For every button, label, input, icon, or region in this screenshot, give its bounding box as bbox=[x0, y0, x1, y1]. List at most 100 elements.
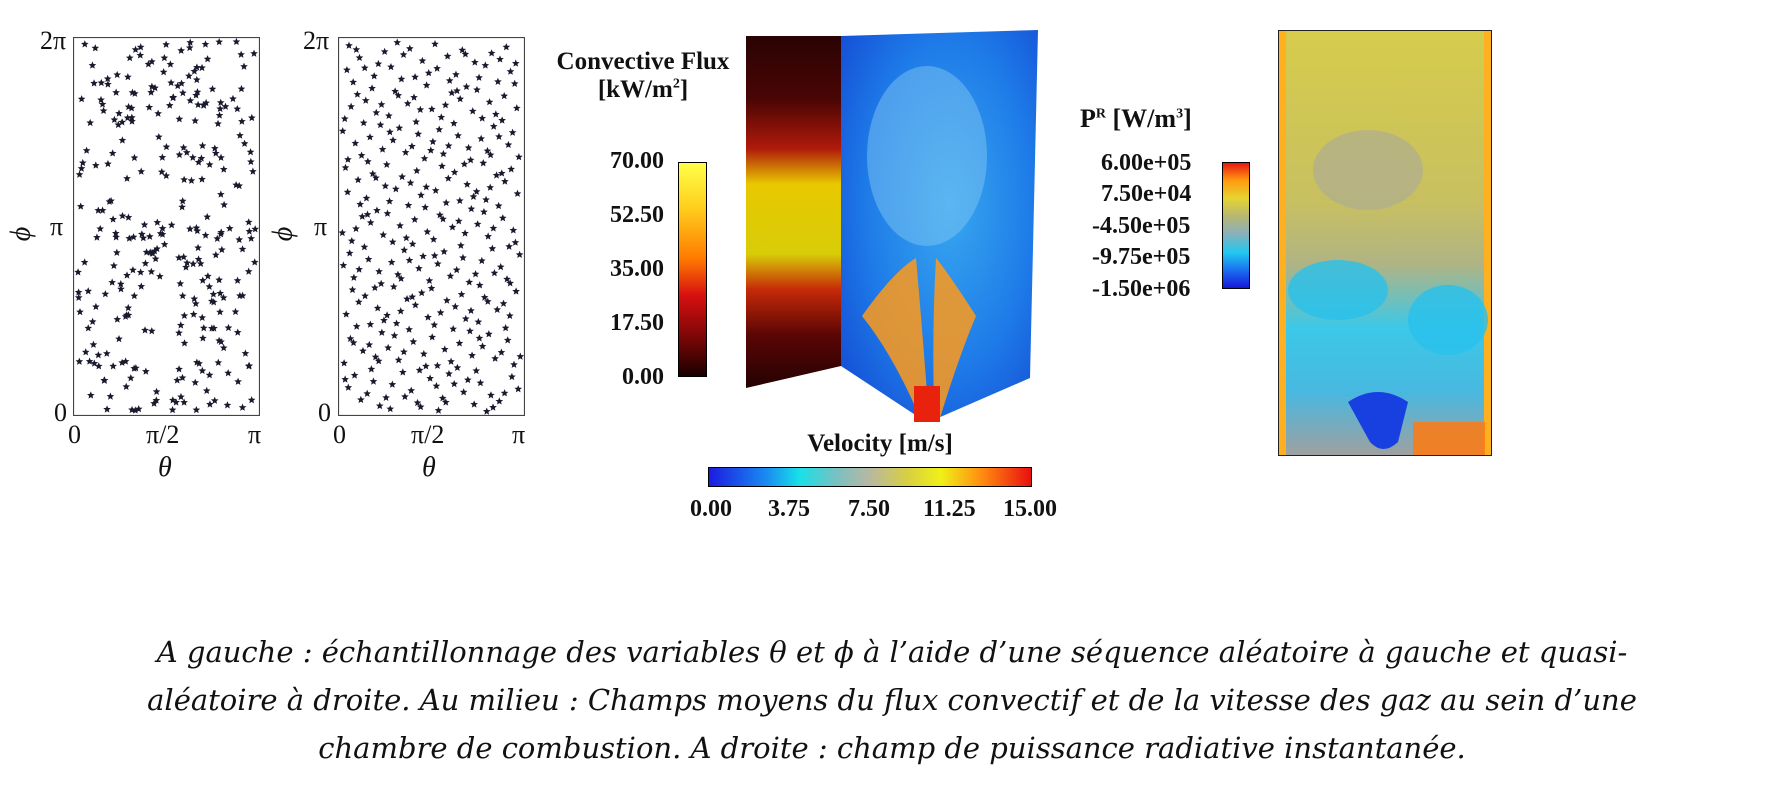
scatter-point bbox=[190, 67, 199, 75]
scatter-point bbox=[177, 79, 186, 87]
scatter-point bbox=[466, 156, 475, 164]
scatter-point bbox=[129, 233, 138, 241]
scatter-point bbox=[217, 228, 226, 236]
scatter-point bbox=[127, 104, 136, 112]
scatter-point bbox=[489, 122, 498, 130]
scatter-point bbox=[175, 253, 183, 262]
scatter-point bbox=[400, 347, 408, 356]
scatter-point bbox=[159, 68, 168, 76]
scatter-point bbox=[439, 215, 447, 223]
scatter-point bbox=[478, 342, 487, 350]
scatter-point bbox=[448, 223, 457, 231]
scatter-point bbox=[213, 234, 222, 242]
scatter-point bbox=[236, 131, 244, 139]
scatter-point bbox=[233, 104, 242, 113]
scatter-point bbox=[374, 357, 383, 365]
scatter-point bbox=[392, 185, 400, 193]
scatter-point bbox=[126, 374, 135, 382]
scatter-point bbox=[215, 276, 223, 284]
scatter-point bbox=[152, 387, 161, 395]
scatter-point bbox=[499, 299, 508, 307]
scatter-point bbox=[121, 357, 130, 365]
scatter-point bbox=[203, 213, 212, 221]
scatter-point bbox=[125, 53, 134, 62]
scatter-point bbox=[486, 183, 495, 191]
scatter-point bbox=[76, 202, 85, 210]
caption-line-2: aléatoire à droite. Au milieu : Champs m… bbox=[147, 683, 1637, 717]
scatter-point bbox=[350, 273, 358, 281]
scatter-point bbox=[157, 167, 166, 176]
scatter-point bbox=[158, 230, 167, 238]
scatter-point bbox=[482, 195, 490, 204]
scatter-point bbox=[493, 305, 502, 313]
scatter-point bbox=[199, 334, 207, 342]
scatter-point bbox=[378, 328, 386, 336]
velocity-colorbar bbox=[708, 467, 1032, 487]
convective-tick-2: 35.00 bbox=[610, 256, 664, 282]
velocity-tick-4: 15.00 bbox=[1003, 496, 1057, 522]
convective-title-line2: [kW/m2] bbox=[597, 76, 689, 103]
scatter-point bbox=[420, 349, 428, 358]
scatter-point bbox=[503, 336, 512, 344]
scatter-point bbox=[395, 124, 404, 132]
scatter-point bbox=[438, 162, 446, 170]
scatter-point bbox=[238, 245, 247, 253]
scatter-point bbox=[182, 263, 190, 271]
scatter-point bbox=[369, 377, 378, 385]
scatter-point bbox=[175, 150, 184, 159]
scatter-point bbox=[179, 143, 188, 151]
scatter-point bbox=[487, 391, 495, 399]
scatter-point bbox=[113, 248, 121, 256]
scatter-point bbox=[173, 81, 182, 90]
scatter-point bbox=[410, 93, 418, 101]
scatter-point bbox=[175, 115, 184, 123]
scatter-point bbox=[130, 291, 139, 300]
scatter-point bbox=[341, 163, 350, 171]
scatter-point bbox=[452, 266, 461, 274]
scatter-point bbox=[411, 301, 420, 309]
scatter-point bbox=[432, 382, 441, 390]
scatter-point bbox=[452, 70, 460, 78]
scatter-point bbox=[185, 72, 193, 80]
velocity-tick-3: 11.25 bbox=[923, 496, 976, 522]
scatter-plot-random bbox=[73, 37, 260, 416]
scatter-point bbox=[109, 362, 117, 370]
scatter-point bbox=[115, 109, 123, 117]
scatter-point bbox=[175, 365, 183, 373]
scatter-point bbox=[232, 181, 240, 189]
scatter-point bbox=[168, 405, 177, 414]
velocity-tick-1: 3.75 bbox=[768, 496, 810, 522]
scatter-point bbox=[160, 240, 169, 248]
scatter-point bbox=[341, 375, 349, 383]
radiative-tick-2: -4.50e+05 bbox=[1092, 213, 1191, 239]
scatter-point bbox=[462, 82, 471, 91]
scatter-point bbox=[144, 60, 153, 68]
scatter-point bbox=[480, 293, 489, 301]
scatter-point bbox=[117, 280, 125, 288]
scatter-point bbox=[457, 241, 465, 249]
scatter-point bbox=[504, 140, 513, 149]
scatter-point bbox=[169, 93, 178, 101]
scatter-point bbox=[456, 95, 464, 103]
scatter-point bbox=[428, 333, 436, 341]
scatter-point bbox=[372, 108, 381, 116]
scatter-point bbox=[97, 78, 106, 87]
scatter-point bbox=[384, 343, 392, 352]
scatter-point bbox=[485, 330, 493, 338]
scatter-point bbox=[461, 50, 470, 58]
scatter-point bbox=[427, 284, 436, 292]
scatter-point bbox=[195, 359, 203, 367]
scatter-point bbox=[377, 279, 385, 287]
scatter-point bbox=[114, 120, 123, 129]
convective-title-line1: Convective Flux bbox=[556, 48, 730, 75]
scatter-point bbox=[231, 307, 240, 316]
scatter-point bbox=[179, 88, 187, 97]
scatter-point bbox=[407, 386, 416, 394]
scatter-point bbox=[453, 86, 461, 95]
scatter-point bbox=[509, 226, 518, 234]
scatter-point bbox=[362, 194, 371, 202]
radiative-tick-1: 7.50e+04 bbox=[1101, 181, 1192, 207]
scatter-point bbox=[494, 201, 503, 210]
scatter-point bbox=[454, 131, 462, 139]
scatter-point bbox=[352, 45, 361, 53]
